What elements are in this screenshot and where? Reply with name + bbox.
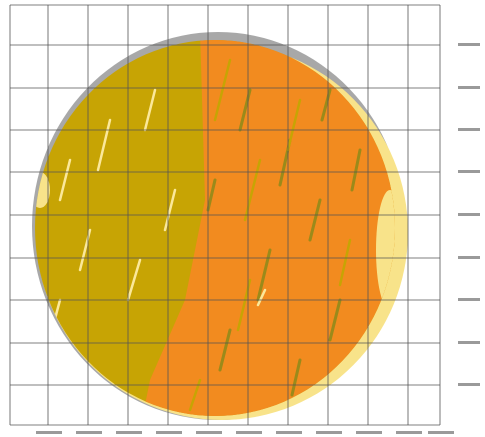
- map-figure: [0, 0, 485, 437]
